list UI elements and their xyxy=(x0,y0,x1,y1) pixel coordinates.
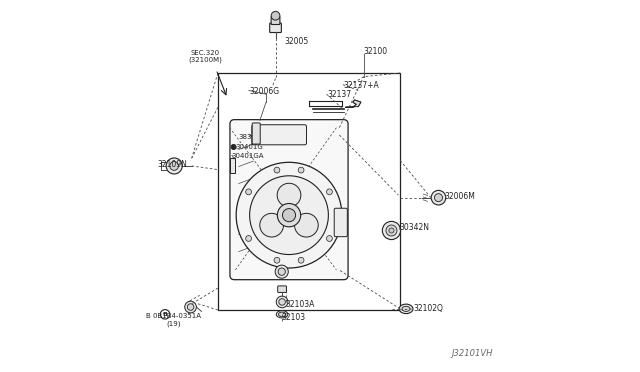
Text: 30342N: 30342N xyxy=(399,224,429,232)
Circle shape xyxy=(185,301,196,313)
FancyBboxPatch shape xyxy=(334,208,348,237)
Circle shape xyxy=(326,235,332,241)
Circle shape xyxy=(382,221,401,240)
Circle shape xyxy=(279,299,285,305)
Text: 32137: 32137 xyxy=(327,90,351,99)
Text: 32109N: 32109N xyxy=(158,160,188,169)
Ellipse shape xyxy=(402,306,410,311)
Circle shape xyxy=(277,203,301,227)
Text: 32103A: 32103A xyxy=(285,300,315,309)
FancyBboxPatch shape xyxy=(269,23,282,32)
Text: B: B xyxy=(163,312,168,317)
Text: 30401GA: 30401GA xyxy=(232,153,264,159)
Circle shape xyxy=(435,194,442,202)
Circle shape xyxy=(276,296,288,308)
Ellipse shape xyxy=(276,311,288,318)
Circle shape xyxy=(236,162,342,268)
Circle shape xyxy=(250,176,328,254)
Text: 32103: 32103 xyxy=(282,313,306,322)
Circle shape xyxy=(298,167,304,173)
Circle shape xyxy=(298,257,304,263)
Text: 32006M: 32006M xyxy=(444,192,475,201)
Text: 32006G: 32006G xyxy=(249,87,279,96)
Ellipse shape xyxy=(277,183,301,207)
FancyBboxPatch shape xyxy=(252,123,260,144)
Circle shape xyxy=(275,265,288,278)
Text: B 0B1B4-0351A
(19): B 0B1B4-0351A (19) xyxy=(146,313,201,327)
Circle shape xyxy=(246,189,252,195)
FancyBboxPatch shape xyxy=(230,158,236,173)
Text: 32005: 32005 xyxy=(284,38,308,46)
Ellipse shape xyxy=(399,304,413,314)
Ellipse shape xyxy=(294,214,318,237)
Ellipse shape xyxy=(260,214,284,237)
Circle shape xyxy=(386,225,397,236)
Text: 32100: 32100 xyxy=(364,46,388,55)
Circle shape xyxy=(274,257,280,263)
Bar xyxy=(218,73,400,310)
Text: 38322N: 38322N xyxy=(238,134,266,140)
FancyBboxPatch shape xyxy=(271,16,280,25)
Circle shape xyxy=(278,268,285,275)
Circle shape xyxy=(326,189,332,195)
Circle shape xyxy=(231,144,236,150)
Text: 32137+A: 32137+A xyxy=(344,81,380,90)
Text: 32102Q: 32102Q xyxy=(413,304,443,313)
Circle shape xyxy=(188,304,194,310)
Circle shape xyxy=(246,235,252,241)
Text: 30401G: 30401G xyxy=(236,144,263,150)
Circle shape xyxy=(389,228,394,233)
Circle shape xyxy=(282,209,296,222)
Circle shape xyxy=(166,158,182,174)
Circle shape xyxy=(431,190,446,205)
Polygon shape xyxy=(346,100,361,107)
Circle shape xyxy=(274,167,280,173)
Ellipse shape xyxy=(278,312,285,317)
Text: J32101VH: J32101VH xyxy=(452,349,493,358)
FancyBboxPatch shape xyxy=(252,125,307,145)
Text: SEC.320
(32100M): SEC.320 (32100M) xyxy=(188,50,222,63)
Circle shape xyxy=(271,12,280,20)
Circle shape xyxy=(170,161,179,170)
FancyBboxPatch shape xyxy=(278,286,287,292)
FancyBboxPatch shape xyxy=(230,120,348,280)
